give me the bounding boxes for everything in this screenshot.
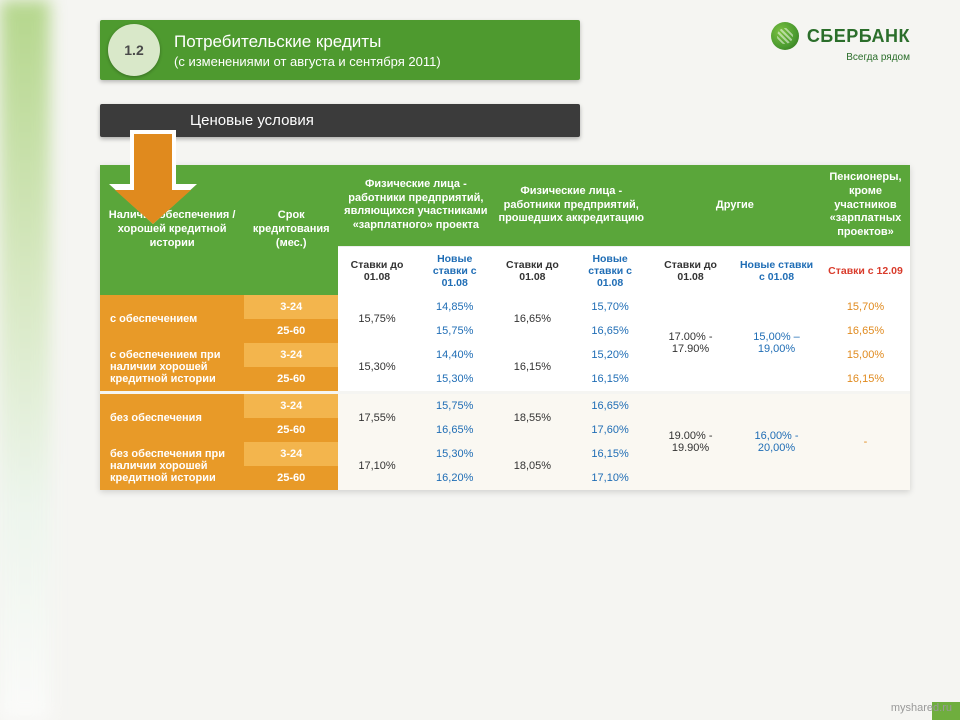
- rate-cell: 15,70%: [571, 295, 649, 319]
- subcol-old-3: Ставки до 01.08: [649, 246, 732, 295]
- rate-cell: 15,30%: [416, 367, 494, 393]
- watermark: myshared.ru: [891, 702, 952, 714]
- sberbank-icon: [771, 22, 799, 50]
- rate-cell: -: [821, 392, 910, 490]
- rate-cell: 15,00%: [821, 343, 910, 367]
- col-group-accredited: Физические лица - работники предприятий,…: [494, 165, 649, 246]
- term-cell: 25-60: [244, 367, 338, 393]
- rate-cell: 17,10%: [338, 442, 416, 490]
- col-group-pension: Пенсионеры, кроме участников «зарплатных…: [821, 165, 910, 246]
- rate-cell: 17,60%: [571, 418, 649, 442]
- term-cell: 25-60: [244, 466, 338, 490]
- term-cell: 3-24: [244, 392, 338, 418]
- rate-cell: 16,65%: [494, 295, 572, 343]
- rate-cell: 16,15%: [821, 367, 910, 393]
- rate-cell: 16,65%: [416, 418, 494, 442]
- row-label: без обеспечения при наличии хорошей кред…: [100, 442, 244, 490]
- rate-cell: 16,20%: [416, 466, 494, 490]
- rate-cell: 19.00% - 19.90%: [649, 392, 732, 490]
- rate-cell: 15,70%: [821, 295, 910, 319]
- rate-cell: 14,85%: [416, 295, 494, 319]
- brand-name: СБЕРБАНК: [807, 26, 910, 47]
- rate-cell: 16,00% - 20,00%: [732, 392, 821, 490]
- page-title: Потребительские кредиты: [174, 32, 441, 52]
- rate-cell: 16,65%: [821, 319, 910, 343]
- subcol-new-2: Новые ставки с 01.08: [571, 246, 649, 295]
- rate-cell: 15,30%: [338, 343, 416, 393]
- subcol-old-1: Ставки до 01.08: [338, 246, 416, 295]
- rate-cell: 16,65%: [571, 392, 649, 418]
- highlight-arrow-icon: [115, 130, 191, 224]
- rate-cell: 16,15%: [571, 442, 649, 466]
- term-cell: 25-60: [244, 418, 338, 442]
- rate-cell: 16,65%: [571, 319, 649, 343]
- section-number-badge: 1.2: [108, 24, 160, 76]
- rate-cell: 15,75%: [416, 319, 494, 343]
- rate-cell: 15,75%: [416, 392, 494, 418]
- rate-cell: 15,75%: [338, 295, 416, 343]
- subcol-new-3: Новые ставки с 01.08: [732, 246, 821, 295]
- term-cell: 3-24: [244, 442, 338, 466]
- rate-cell: 17,55%: [338, 392, 416, 442]
- rates-table: Наличие обеспечения / хорошей кредитной …: [100, 165, 910, 490]
- rate-cell: 18,05%: [494, 442, 572, 490]
- rate-cell: 16,15%: [571, 367, 649, 393]
- rate-cell: 14,40%: [416, 343, 494, 367]
- col-term: Срок кредитования (мес.): [244, 165, 338, 295]
- subcol-new-1: Новые ставки с 01.08: [416, 246, 494, 295]
- row-label: с обеспечением: [100, 295, 244, 343]
- row-label: без обеспечения: [100, 392, 244, 442]
- rate-cell: 17,10%: [571, 466, 649, 490]
- col-group-other: Другие: [649, 165, 821, 246]
- rate-cell: 17.00% - 17.90%: [649, 295, 732, 393]
- row-label: с обеспечением при наличии хорошей креди…: [100, 343, 244, 393]
- rate-cell: 15,20%: [571, 343, 649, 367]
- rate-cell: 18,55%: [494, 392, 572, 442]
- term-cell: 25-60: [244, 319, 338, 343]
- rate-cell: 16,15%: [494, 343, 572, 393]
- brand-tagline: Всегда рядом: [771, 52, 910, 63]
- subcol-sep: Ставки с 12.09: [821, 246, 910, 295]
- brand-logo: СБЕРБАНК Всегда рядом: [771, 22, 910, 63]
- term-cell: 3-24: [244, 343, 338, 367]
- page-header: 1.2 Потребительские кредиты (с изменения…: [100, 20, 580, 80]
- subcol-old-2: Ставки до 01.08: [494, 246, 572, 295]
- col-group-salary: Физические лица - работники предприятий,…: [338, 165, 493, 246]
- rate-cell: 15,00% – 19,00%: [732, 295, 821, 393]
- rate-cell: 15,30%: [416, 442, 494, 466]
- term-cell: 3-24: [244, 295, 338, 319]
- page-subtitle: (с изменениями от августа и сентября 201…: [174, 54, 441, 69]
